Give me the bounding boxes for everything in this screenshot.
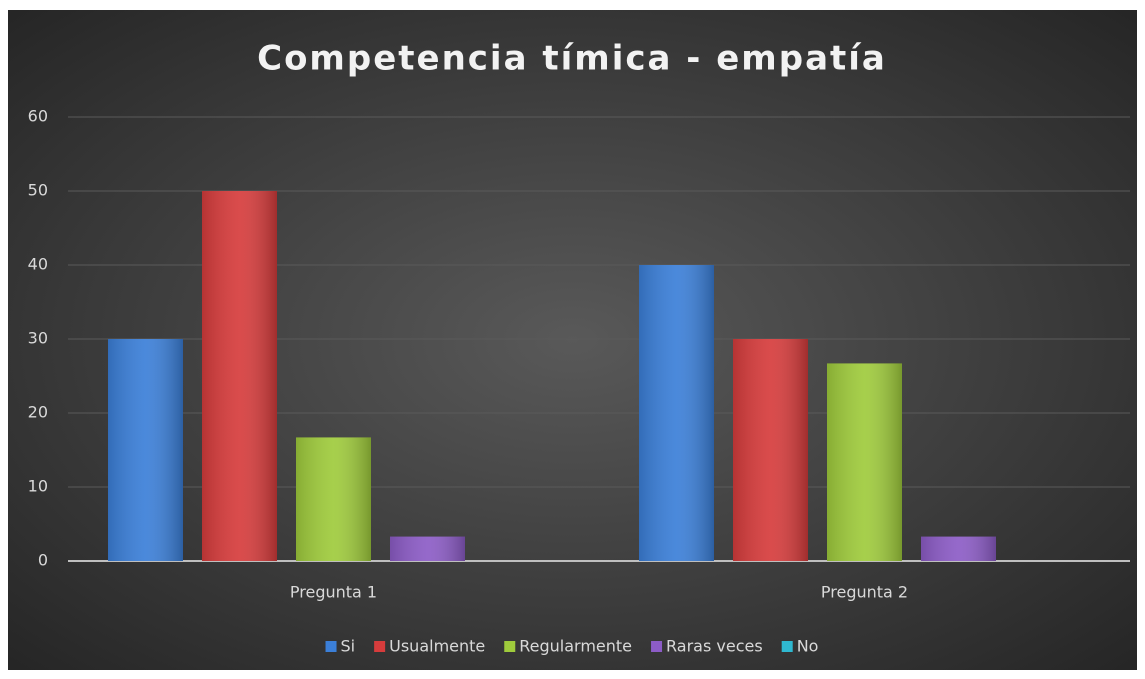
y-tick-label: 0	[38, 551, 48, 570]
legend-label: Regularmente	[519, 637, 632, 656]
bar	[390, 536, 465, 561]
x-tick-label: Pregunta 2	[821, 583, 908, 602]
y-tick-label: 50	[28, 181, 48, 200]
chart-title: Competencia tímica - empatía	[257, 39, 887, 79]
x-tick-label: Pregunta 1	[290, 583, 377, 602]
bar	[827, 363, 902, 561]
legend-label: Raras veces	[666, 637, 763, 656]
bar	[639, 265, 714, 561]
y-tick-label: 40	[28, 255, 48, 274]
y-tick-label: 60	[28, 107, 48, 126]
legend-swatch	[651, 641, 663, 652]
legend-swatch	[504, 641, 516, 652]
legend-label: Si	[341, 637, 356, 656]
bar	[296, 437, 371, 561]
legend-label: Usualmente	[389, 637, 485, 656]
legend-swatch	[781, 641, 793, 652]
bar	[202, 191, 277, 561]
legend-swatch	[325, 641, 337, 652]
bar	[733, 339, 808, 561]
legend-label: No	[797, 637, 819, 656]
y-tick-label: 30	[28, 329, 48, 348]
y-tick-label: 10	[28, 477, 48, 496]
bar	[108, 339, 183, 561]
legend-swatch	[374, 641, 386, 652]
y-tick-label: 20	[28, 403, 48, 422]
bar	[921, 536, 996, 561]
